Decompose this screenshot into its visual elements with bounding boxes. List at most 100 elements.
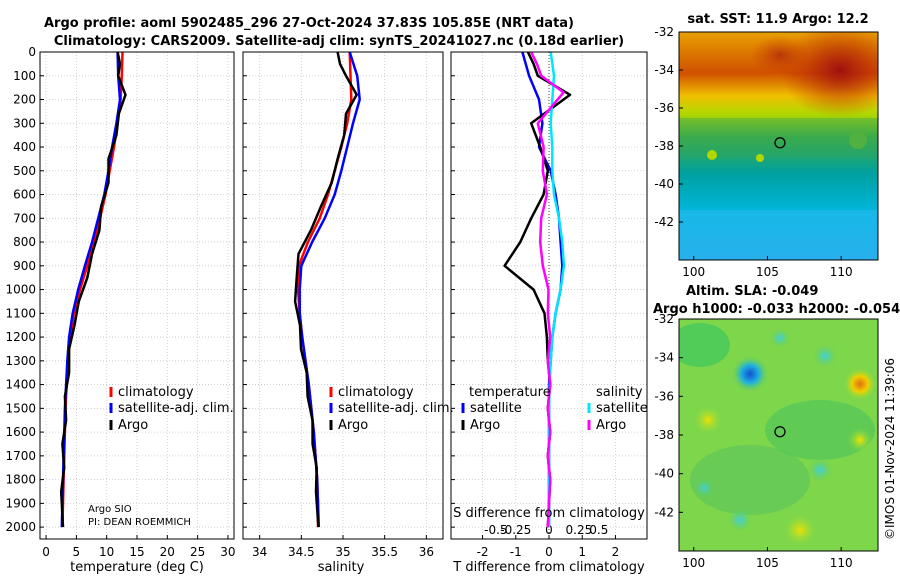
temperature-grid bbox=[40, 51, 234, 539]
series-line-argo bbox=[59, 51, 127, 528]
y-tick-label: 1000 bbox=[5, 283, 36, 297]
x-tick-label: 110 bbox=[830, 265, 853, 279]
sst-field bbox=[679, 32, 878, 260]
y-tick-label: -32 bbox=[654, 312, 674, 326]
y-tick-label: 1200 bbox=[5, 330, 36, 344]
title-line-2: Climatology: CARS2009. Satellite-adj cli… bbox=[54, 34, 624, 49]
salinity-xlabel: salinity bbox=[318, 560, 365, 575]
temperature-axes bbox=[39, 51, 235, 540]
title-line-1: Argo profile: aoml 5902485_296 27-Oct-20… bbox=[44, 16, 574, 31]
y-tick-label: 500 bbox=[13, 164, 36, 178]
y-tick-label: 700 bbox=[13, 211, 36, 225]
x-tick-label: 20 bbox=[160, 545, 175, 559]
temperature-xlabel: temperature (deg C) bbox=[70, 560, 204, 575]
difference-lines bbox=[503, 51, 572, 528]
y-tick-label: 2000 bbox=[5, 520, 36, 534]
x-tick-label: -1 bbox=[510, 545, 522, 559]
difference-panel: -2 -1 0 1 2 -0.5-0.25 0 0.250.5 T difference fr… bbox=[450, 51, 648, 575]
x-tick-label: 5 bbox=[73, 545, 81, 559]
x-tick-label: -2 bbox=[477, 545, 489, 559]
y-tick-label: -42 bbox=[654, 505, 674, 519]
y-tick-label: 1500 bbox=[5, 401, 36, 415]
series-line-s-argo bbox=[530, 51, 565, 528]
x-tick-label: 110 bbox=[830, 556, 853, 570]
x-tick-label: 2 bbox=[612, 545, 620, 559]
y-tick-label: -34 bbox=[654, 63, 674, 77]
series-line-argo bbox=[293, 51, 358, 528]
x-tick-label: 0 bbox=[42, 545, 50, 559]
s-tick-label: 0.5 bbox=[589, 523, 608, 537]
sla-map-title-1: Altim. SLA: -0.049 bbox=[686, 284, 818, 299]
salinity-lines bbox=[293, 51, 361, 528]
salinity-ticks: 34 34.5 35 35.5 36 bbox=[243, 51, 434, 559]
argo-institution: Argo SIO bbox=[88, 504, 132, 515]
difference-axes bbox=[450, 51, 648, 540]
legend-salinity-title: salinity bbox=[596, 385, 643, 400]
x-tick-label: 35 bbox=[335, 545, 350, 559]
y-tick-label: -38 bbox=[654, 139, 674, 153]
y-tick-label: 1900 bbox=[5, 496, 36, 510]
y-tick-label: 400 bbox=[13, 140, 36, 154]
sla-map: Altim. SLA: -0.049 Argo h1000: -0.033 h2… bbox=[653, 284, 900, 570]
x-tick-label: 25 bbox=[190, 545, 205, 559]
sla-field bbox=[679, 319, 878, 551]
x-tick-label: 100 bbox=[682, 265, 705, 279]
x-tick-label: 34 bbox=[252, 545, 267, 559]
y-tick-label: 800 bbox=[13, 235, 36, 249]
y-tick-label: -40 bbox=[654, 467, 674, 481]
y-tick-label: 900 bbox=[13, 259, 36, 273]
x-tick-label: 100 bbox=[682, 556, 705, 570]
x-tick-label: 30 bbox=[220, 545, 235, 559]
x-tick-label: 35.5 bbox=[371, 545, 398, 559]
difference-s-xlabel: S difference from climatology bbox=[453, 506, 645, 521]
y-tick-label: 0 bbox=[28, 45, 36, 59]
legend-s-satellite: satellite bbox=[596, 401, 648, 416]
legend-s-argo: Argo bbox=[596, 418, 626, 433]
temperature-ticks: 0100200300400500600700800900100011001200… bbox=[5, 45, 235, 559]
legend-t-satellite: satellite bbox=[470, 401, 522, 416]
sla-argo-marker bbox=[774, 426, 786, 438]
y-tick-label: 1800 bbox=[5, 473, 36, 487]
y-tick-label: 600 bbox=[13, 188, 36, 202]
x-tick-label: 1 bbox=[578, 545, 586, 559]
sst-map: sat. SST: 11.9 Argo: 12.2 100 105 110 -32 -3… bbox=[654, 12, 879, 279]
difference-legend: temperature satellite Argo salinity sate… bbox=[461, 385, 648, 433]
x-tick-label: 10 bbox=[99, 545, 114, 559]
sla-map-title-2: Argo h1000: -0.033 h2000: -0.054 bbox=[653, 302, 900, 317]
y-tick-label: -40 bbox=[654, 177, 674, 191]
argo-pi: PI: DEAN ROEMMICH bbox=[88, 517, 191, 528]
s-tick-label: 0.25 bbox=[566, 523, 593, 537]
y-tick-label: 1700 bbox=[5, 449, 36, 463]
y-tick-label: 1300 bbox=[5, 354, 36, 368]
temperature-lines bbox=[59, 51, 127, 528]
s-tick-label: -0.25 bbox=[500, 523, 531, 537]
legend-climatology: climatology bbox=[338, 385, 414, 400]
y-tick-label: -34 bbox=[654, 351, 674, 365]
sst-ticks: 100 105 110 -32 -34 -36 -38 -40 -42 bbox=[654, 25, 852, 279]
y-tick-label: -36 bbox=[654, 101, 674, 115]
x-tick-label: 105 bbox=[756, 265, 779, 279]
series-line-satellite-adj-clim- bbox=[298, 51, 361, 528]
y-tick-label: -42 bbox=[654, 215, 674, 229]
legend-temperature-title: temperature bbox=[469, 385, 551, 400]
y-tick-label: 1100 bbox=[5, 306, 36, 320]
temperature-panel: 0100200300400500600700800900100011001200… bbox=[5, 45, 235, 575]
y-tick-label: -38 bbox=[654, 428, 674, 442]
salinity-panel: 34 34.5 35 35.5 36 salinity climatology sate… bbox=[242, 51, 454, 575]
y-tick-label: -32 bbox=[654, 25, 674, 39]
x-tick-label: 105 bbox=[756, 556, 779, 570]
y-tick-label: 300 bbox=[13, 116, 36, 130]
difference-ticks: -2 -1 0 1 2 -0.5-0.25 0 0.250.5 bbox=[451, 51, 620, 559]
sst-map-title: sat. SST: 11.9 Argo: 12.2 bbox=[687, 12, 868, 27]
imos-credit: ©IMOS 01-Nov-2024 11:39:06 bbox=[883, 357, 897, 540]
y-tick-label: 100 bbox=[13, 69, 36, 83]
x-tick-label: 0 bbox=[545, 545, 553, 559]
x-tick-label: 36 bbox=[419, 545, 434, 559]
x-tick-label: 34.5 bbox=[288, 545, 315, 559]
legend-satellite: satellite-adj. clim. bbox=[338, 401, 454, 416]
legend-climatology: climatology bbox=[118, 385, 194, 400]
salinity-grid bbox=[243, 51, 443, 539]
sst-argo-marker bbox=[774, 137, 786, 149]
temperature-legend: climatology satellite-adj. clim. Argo bbox=[109, 385, 234, 433]
